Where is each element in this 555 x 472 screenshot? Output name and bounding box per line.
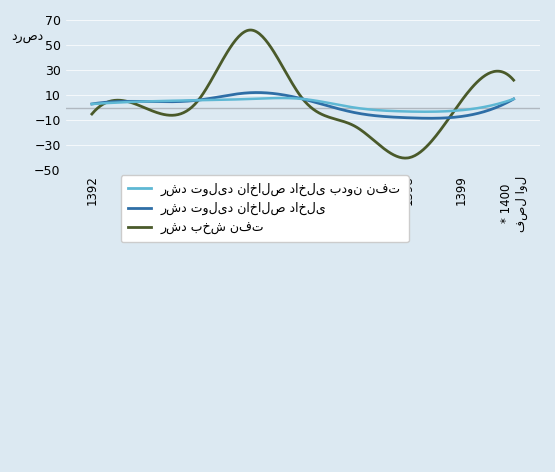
Legend: رشد تولید ناخالص داخلی بدون نفت, رشد تولید ناخالص داخلی, رشد بخش نفت: رشد تولید ناخالص داخلی بدون نفت, رشد تول… [121,176,408,243]
Y-axis label: درصد: درصد [12,30,44,42]
